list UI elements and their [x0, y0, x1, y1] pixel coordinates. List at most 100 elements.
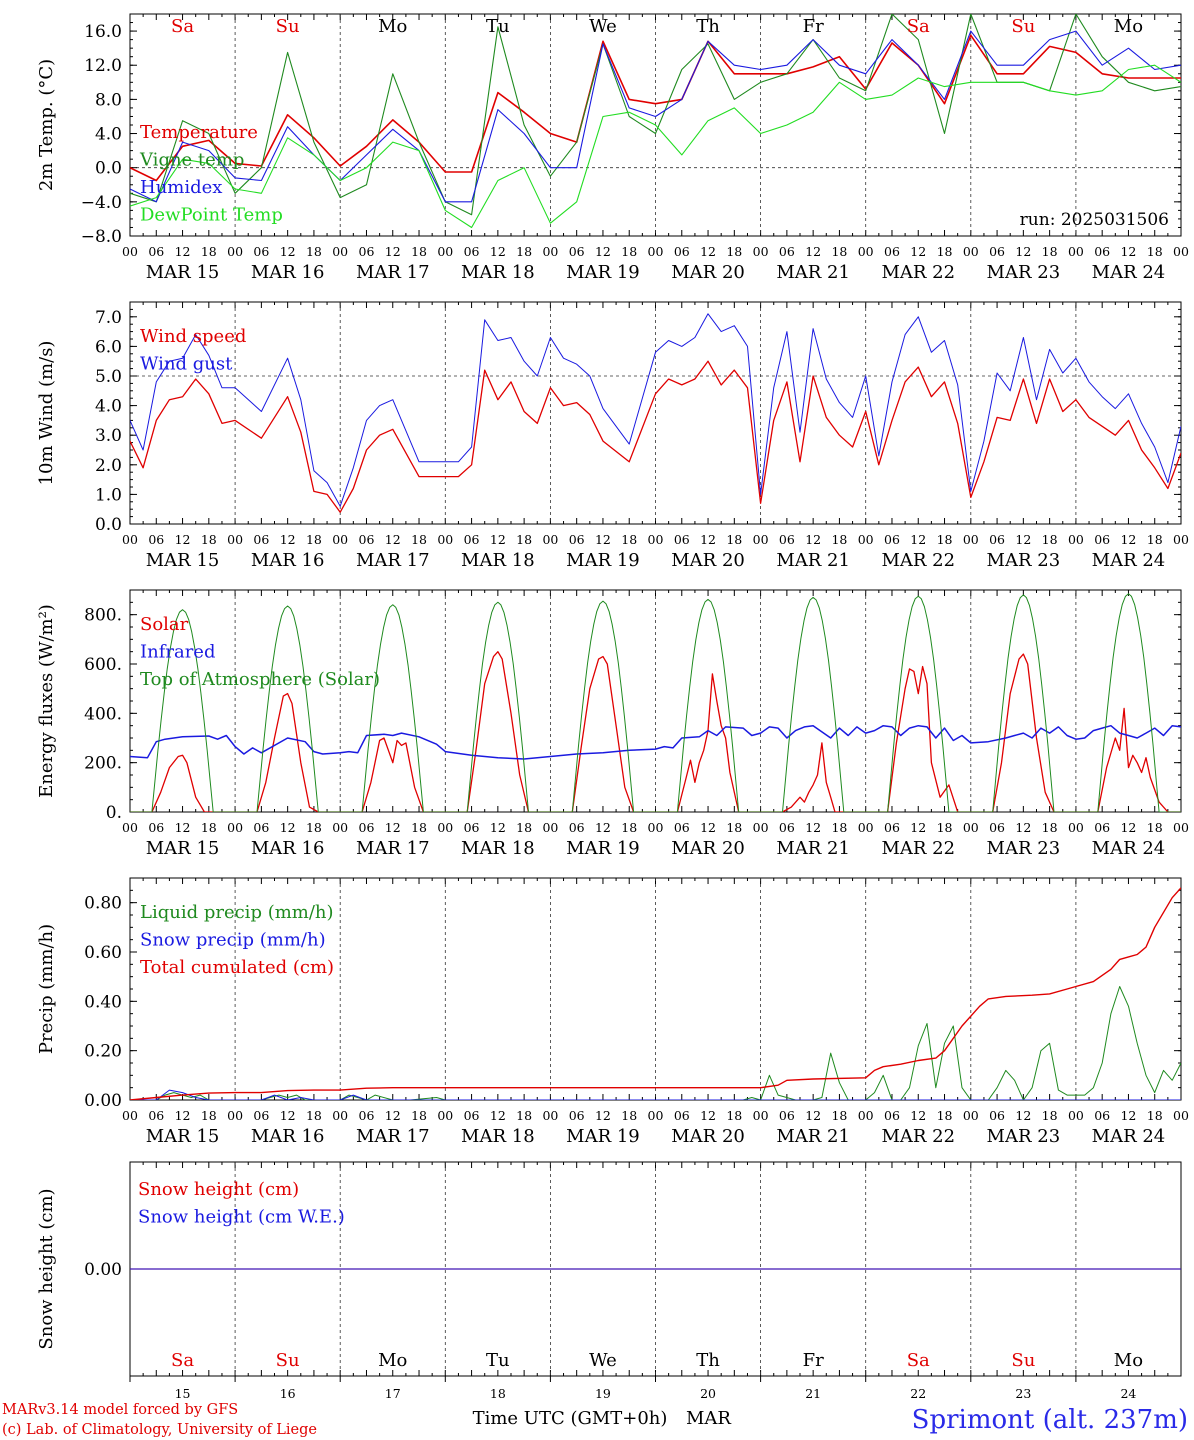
- hour-tick-label: 18: [831, 532, 847, 547]
- hour-tick-label: 18: [201, 1108, 217, 1123]
- y-tick-label: 200.: [84, 754, 122, 774]
- series-line-humidex: [130, 30, 1181, 203]
- hour-tick-label: 06: [253, 820, 269, 835]
- weekday-label: Sa: [907, 16, 930, 37]
- date-label: MAR 21: [776, 550, 850, 571]
- date-label: MAR 18: [461, 262, 535, 283]
- panel-snow: 0.00 Snow height (cm) Snow height (cm) Snow…: [36, 1161, 1182, 1401]
- hour-tick-label: 18: [306, 532, 322, 547]
- date-label: MAR 21: [776, 262, 850, 283]
- hour-tick-label: 18: [1147, 532, 1163, 547]
- y-tick-label: 0.: [106, 803, 122, 823]
- y-tick-label: −4.0: [81, 193, 122, 213]
- legend-humidex: Humidex: [140, 177, 222, 198]
- date-label: MAR 18: [461, 838, 535, 859]
- hour-tick-label: 00: [963, 532, 979, 547]
- series-line-top-of-atmosphere-solar: [130, 593, 1181, 812]
- hour-tick-label: 06: [148, 820, 164, 835]
- y-tick-label: 8.0: [95, 90, 122, 110]
- legend-wind-gust: Wind gust: [140, 354, 233, 375]
- weekday-label: Mo: [1114, 16, 1143, 37]
- hour-tick-label: 00: [437, 1108, 453, 1123]
- hour-tick-label: 18: [621, 1108, 637, 1123]
- hour-tick-label: 18: [1147, 1108, 1163, 1123]
- hour-tick-label: 18: [411, 532, 427, 547]
- date-label: MAR 19: [566, 1126, 640, 1147]
- date-label: MAR 23: [987, 262, 1061, 283]
- hour-tick-label: 12: [595, 244, 611, 259]
- date-label: MAR 24: [1092, 262, 1166, 283]
- hour-tick-label: 06: [253, 532, 269, 547]
- hour-tick-label: 18: [831, 1108, 847, 1123]
- weekday-label: Su: [276, 1350, 300, 1371]
- legend-total-cumulated-cm: Total cumulated (cm): [140, 957, 334, 978]
- hour-tick-label: 06: [359, 532, 375, 547]
- hour-tick-label: 12: [1120, 820, 1136, 835]
- hour-tick-label: 06: [148, 244, 164, 259]
- hour-tick-label: 06: [359, 820, 375, 835]
- y-axis-label: Precip (mm/h): [36, 924, 57, 1054]
- hour-tick-label: 18: [621, 532, 637, 547]
- date-label: MAR 20: [671, 550, 745, 571]
- y-tick-label: 4.0: [95, 125, 122, 145]
- date-label: MAR 22: [881, 262, 955, 283]
- hour-tick-label: 06: [253, 1108, 269, 1123]
- weekday-label: Sa: [171, 16, 194, 37]
- hour-tick-label: 06: [464, 244, 480, 259]
- hour-tick-label: 12: [490, 244, 506, 259]
- y-axis-label: Snow height (cm): [36, 1188, 57, 1349]
- panel-energy: 800. 600. 400. 200. 0. Energy fluxes (W/m²) So…: [36, 589, 1189, 859]
- series-line-liquid-precip-mm-h: [130, 986, 1181, 1100]
- day-number-label: 19: [595, 1386, 611, 1401]
- hour-tick-label: 00: [227, 820, 243, 835]
- hour-tick-label: 00: [437, 244, 453, 259]
- hour-tick-label: 12: [175, 820, 191, 835]
- hour-tick-label: 00: [1173, 1108, 1189, 1123]
- hour-tick-label: 00: [227, 1108, 243, 1123]
- hour-tick-label: 12: [1015, 244, 1031, 259]
- hour-tick-label: 06: [989, 820, 1005, 835]
- hour-tick-label: 00: [858, 1108, 874, 1123]
- hour-tick-label: 06: [464, 820, 480, 835]
- hour-tick-label: 18: [937, 244, 953, 259]
- date-label: MAR 24: [1092, 1126, 1166, 1147]
- hour-tick-label: 00: [1068, 1108, 1084, 1123]
- legend-snow-precip-mm-h: Snow precip (mm/h): [140, 930, 326, 951]
- hour-tick-label: 18: [726, 1108, 742, 1123]
- hour-tick-label: 06: [148, 532, 164, 547]
- y-tick-label: 3.0: [95, 426, 122, 446]
- day-number-label: 18: [490, 1386, 506, 1401]
- day-number-label: 21: [805, 1386, 821, 1401]
- hour-tick-label: 00: [542, 532, 558, 547]
- hour-tick-label: 12: [280, 820, 296, 835]
- panel-temp: 16.0 12.0 8.0 4.0 0.0 −4.0 −8.0 2m Temp. (°C) Te…: [36, 13, 1189, 283]
- y-tick-label: 0.00: [84, 1260, 122, 1280]
- hour-tick-label: 18: [516, 532, 532, 547]
- hour-tick-label: 00: [753, 244, 769, 259]
- hour-tick-label: 12: [1015, 820, 1031, 835]
- hour-tick-label: 06: [464, 532, 480, 547]
- date-label: MAR 15: [146, 262, 220, 283]
- x-axis-label: Time UTC (GMT+0h): [473, 1408, 668, 1429]
- date-label: MAR 23: [987, 1126, 1061, 1147]
- credit-model: MARv3.14 model forced by GFS: [2, 1402, 238, 1418]
- weekday-label: Mo: [378, 16, 407, 37]
- hour-tick-label: 06: [1094, 1108, 1110, 1123]
- date-label: MAR 16: [251, 838, 325, 859]
- hour-tick-label: 18: [726, 820, 742, 835]
- hour-tick-label: 06: [674, 820, 690, 835]
- date-label: MAR 17: [356, 550, 430, 571]
- weekday-label: Tu: [486, 16, 510, 37]
- hour-tick-label: 06: [1094, 244, 1110, 259]
- legend-solar: Solar: [140, 614, 189, 635]
- date-label: MAR 19: [566, 838, 640, 859]
- hour-tick-label: 12: [595, 532, 611, 547]
- x-axis-month: MAR: [686, 1408, 731, 1429]
- hour-tick-label: 12: [385, 820, 401, 835]
- weekday-label: Fr: [803, 16, 824, 37]
- y-tick-label: 0.60: [84, 943, 122, 963]
- weekday-label: Th: [696, 1350, 720, 1371]
- series-line-infrared: [130, 724, 1181, 760]
- hour-tick-label: 18: [937, 532, 953, 547]
- hour-tick-label: 06: [359, 1108, 375, 1123]
